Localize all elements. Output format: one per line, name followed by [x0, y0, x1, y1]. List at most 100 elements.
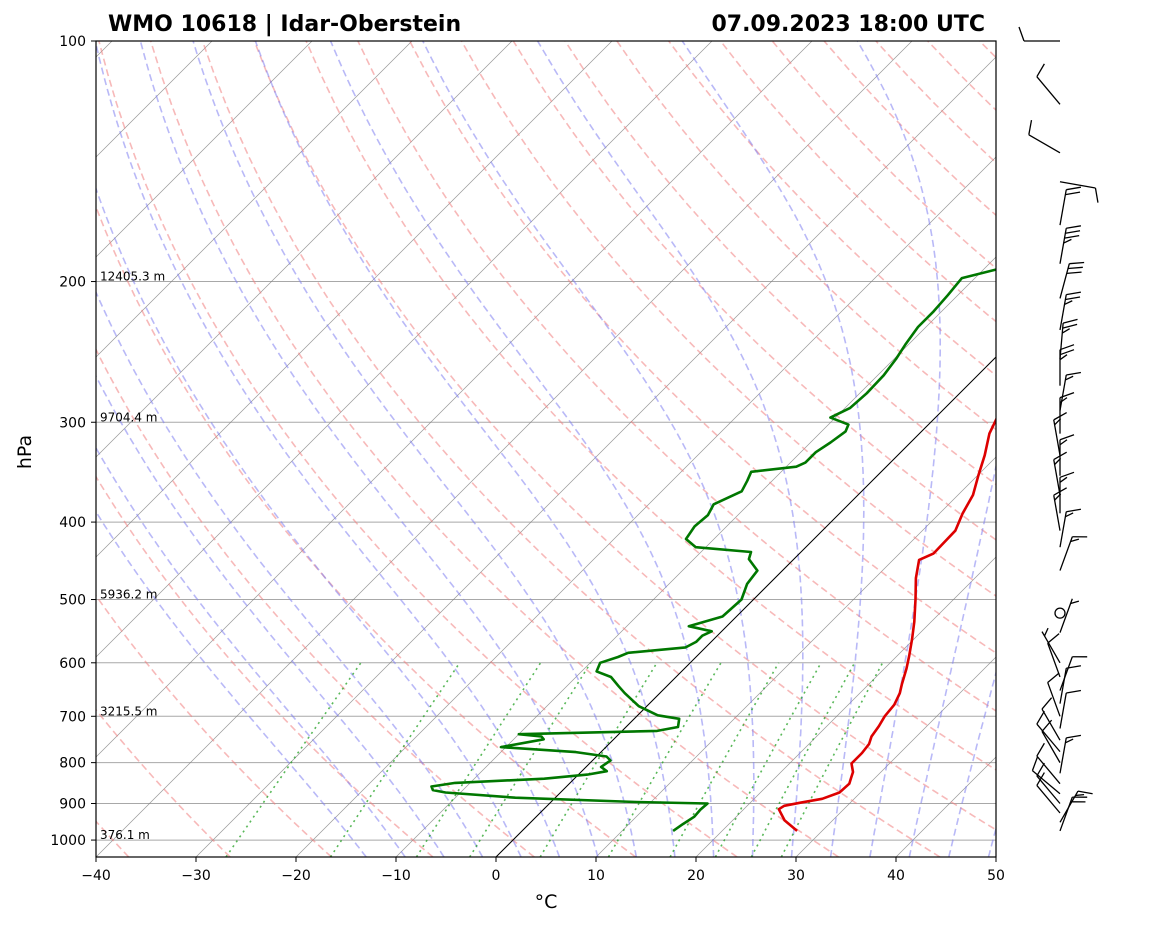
y-tick-label: 700 [59, 709, 86, 725]
mixing-ratio-line [415, 662, 542, 857]
barb-feather [1066, 508, 1082, 513]
moist-adiabat-line [96, 374, 445, 857]
wind-barb [1054, 607, 1066, 619]
mixing-ratio-line [607, 662, 722, 857]
y-tick-label: 100 [59, 34, 86, 50]
dry-adiabat-line [305, 41, 996, 771]
wind-barb [1036, 772, 1061, 814]
barb-staff [1041, 631, 1061, 664]
barb-feather [1094, 187, 1099, 203]
wind-barb [1036, 63, 1061, 105]
mixing-ratio-line [714, 662, 822, 857]
barb-feather [1036, 762, 1045, 777]
title-right: 07.09.2023 18:00 UTC [711, 12, 985, 37]
moist-adiabat-line [908, 462, 996, 857]
x-tick-label: −40 [81, 868, 111, 884]
y-tick-label: 400 [59, 515, 86, 531]
isotherm-line [96, 41, 713, 658]
barb-staff [1041, 731, 1061, 763]
wind-barb [1059, 434, 1075, 476]
barb-staff [1059, 536, 1073, 571]
y-tick-label: 500 [59, 593, 86, 609]
dry-adiabat-line [98, 41, 738, 857]
barb-feather [1036, 742, 1045, 757]
barb-feather [1031, 756, 1039, 771]
dry-adiabat-line [512, 41, 996, 541]
barb-feather [1062, 318, 1078, 324]
barb-staff [1047, 682, 1061, 717]
mixing-ratio-line [469, 662, 592, 857]
barb-feather [1066, 186, 1082, 191]
x-tick-label: 0 [492, 868, 501, 884]
barb-feather [1070, 600, 1080, 605]
x-tick-label: 20 [687, 868, 705, 884]
barb-feather [1065, 512, 1074, 518]
wind-barb [1059, 291, 1082, 331]
x-tick-label: −30 [181, 868, 211, 884]
moist-adiabat-line [254, 41, 676, 857]
mixing-ratio-line [329, 662, 461, 857]
barb-staff [1047, 642, 1061, 678]
wind-barb [1047, 633, 1061, 678]
barb-feather [1059, 344, 1075, 351]
wind-barb [1047, 672, 1061, 717]
moist-adiabat-line [96, 186, 522, 857]
barb-staff [1041, 708, 1061, 741]
wind-barb [1059, 261, 1085, 299]
barb-feather [1070, 538, 1080, 543]
barb-staff [1059, 790, 1079, 823]
barb-staff [1059, 511, 1067, 548]
moist-adiabat-line [422, 41, 755, 857]
isotherm-line [295, 156, 996, 857]
dry-adiabat-line [460, 41, 996, 597]
wind-barb [1031, 756, 1061, 795]
barb-feather [1059, 434, 1075, 441]
isotherm-line [96, 41, 413, 358]
wind-barb [1059, 536, 1088, 571]
dry-adiabat-line [253, 41, 996, 831]
barb-staff [1036, 723, 1061, 753]
x-axis-label: °C [535, 891, 558, 913]
wind-barb [1041, 697, 1061, 741]
wind-barb [1018, 26, 1060, 42]
moist-adiabat-line [96, 510, 367, 857]
x-tick-label: 40 [887, 868, 905, 884]
mixing-ratio-line [669, 662, 780, 857]
barb-staff [1059, 668, 1067, 704]
barb-feather [1059, 471, 1075, 478]
barb-staff [1032, 770, 1061, 795]
height-labels: 12405.3 m 9704.4 m 5936.2 m 3215.5 m 376.1 m [100, 270, 165, 843]
barb-feather [1077, 790, 1093, 795]
moist-adiabat-line [856, 41, 941, 857]
isotherm-line [795, 656, 996, 857]
barb-feather [1061, 328, 1071, 334]
dewpoint-line [430, 268, 996, 832]
barb-feather [1063, 238, 1072, 244]
isotherm-line [195, 56, 996, 857]
plot-frame [95, 40, 997, 858]
height-label: 12405.3 m [100, 270, 165, 284]
barb-staff [1059, 796, 1073, 832]
wind-barb [1059, 689, 1082, 729]
dry-adiabat-line [96, 708, 231, 857]
wind-barb [1059, 318, 1078, 360]
barb-feather [1064, 300, 1073, 306]
x-axis-ticks: −40 −30 −20 −10 0 10 20 30 40 50 [81, 857, 1005, 884]
x-tick-label: 30 [787, 868, 805, 884]
x-tick-label: −20 [281, 868, 311, 884]
wind-barb [1059, 181, 1099, 203]
barb-feather [1059, 476, 1068, 483]
wind-barb [1036, 762, 1061, 804]
height-label: 376.1 m [100, 828, 150, 842]
height-label: 5936.2 m [100, 588, 158, 602]
barb-staff [1053, 459, 1061, 496]
barb-staff [1036, 775, 1061, 804]
isotherm-line [96, 41, 913, 857]
barb-feather [1036, 63, 1045, 78]
isotherm-line [695, 556, 996, 857]
barb-feather [1059, 354, 1068, 361]
wind-barb-panel [1018, 26, 1099, 832]
dry-adiabat-line [96, 347, 535, 857]
